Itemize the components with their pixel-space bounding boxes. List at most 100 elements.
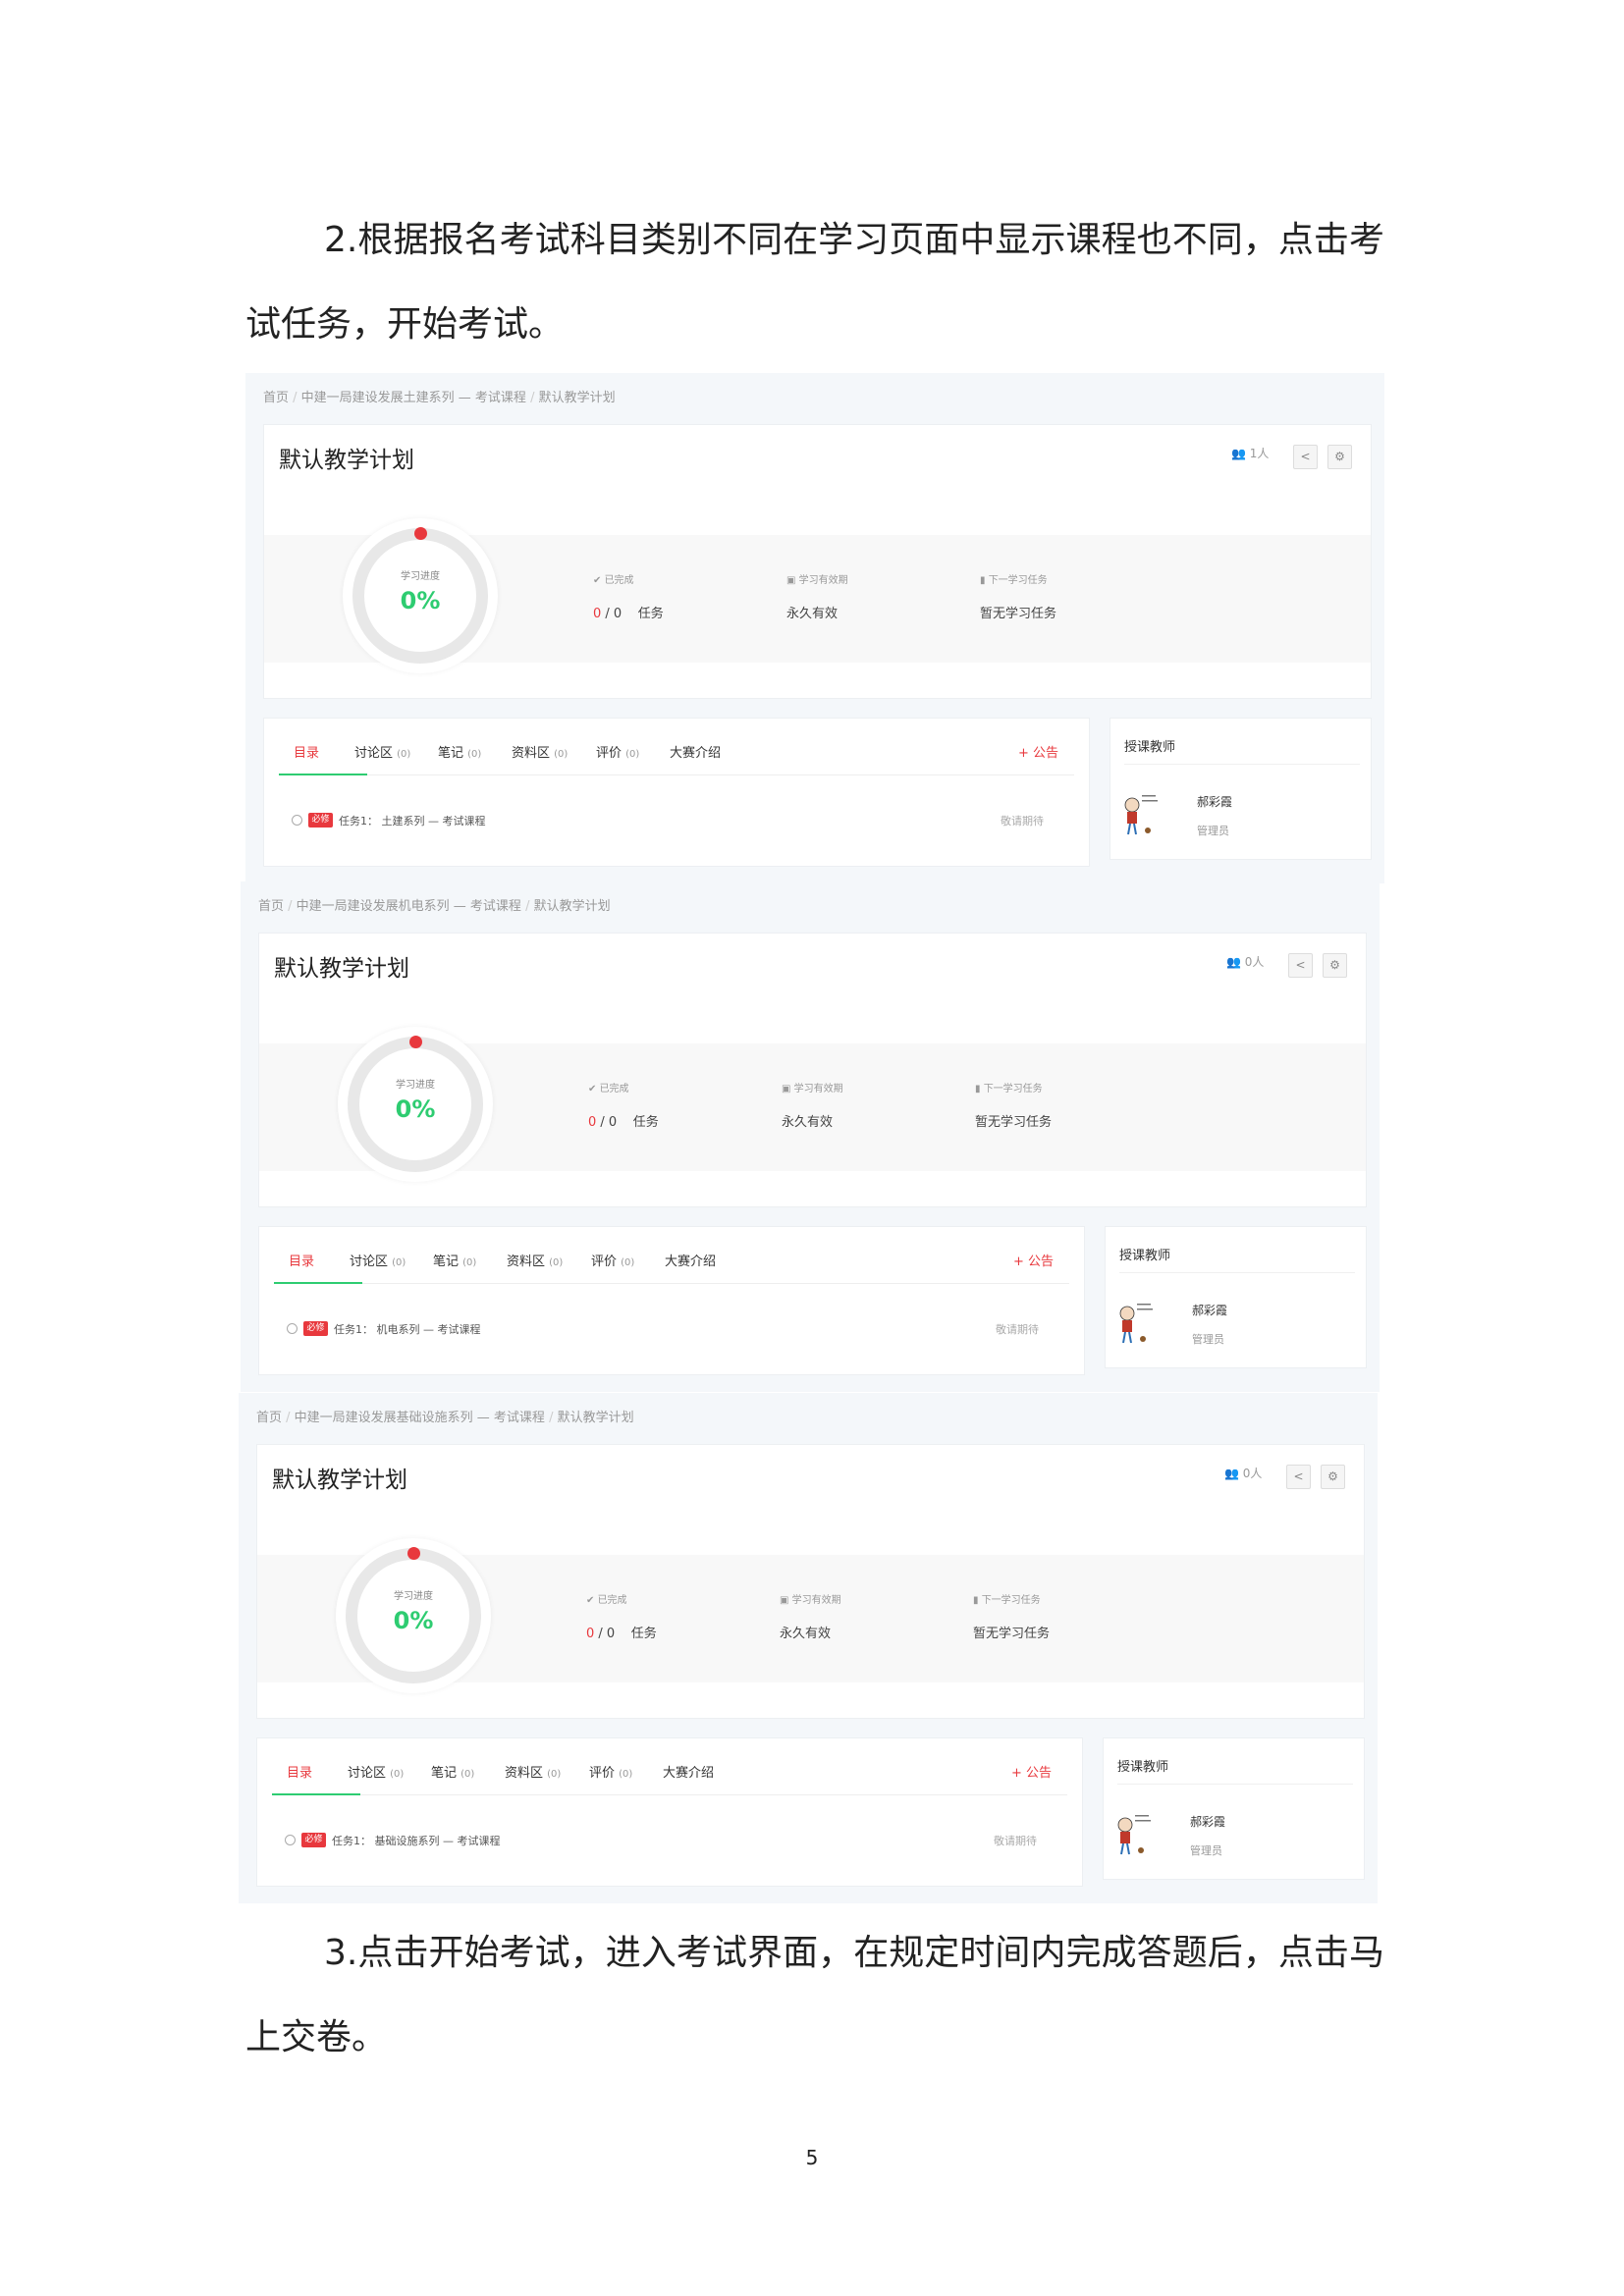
teacher-heading: 授课教师	[1117, 1760, 1169, 1775]
teacher-name[interactable]: 郝彩霞	[1197, 795, 1233, 809]
task-link[interactable]: 任务1： 机电系列 — 考试课程	[334, 1323, 481, 1336]
tab-notes[interactable]: 笔记 (0)	[431, 1766, 475, 1781]
people-icon: 👥	[1224, 1467, 1243, 1480]
teacher-role: 管理员	[1197, 825, 1229, 837]
completed-label: ✔ 已完成	[588, 1084, 629, 1095]
breadcrumb-course[interactable]: 中建一局建设发展土建系列 — 考试课程	[300, 391, 526, 405]
people-icon: 👥	[1231, 447, 1250, 460]
teacher-avatar[interactable]	[1122, 789, 1164, 840]
breadcrumb-plan: 默认教学计划	[557, 1411, 634, 1425]
completed-value: 0 / 0 任务	[593, 607, 664, 621]
teacher-card: 授课教师 郝彩霞 管理员	[1110, 718, 1372, 860]
announcement-button[interactable]: + 公告	[1013, 1255, 1055, 1269]
plan-card: 默认教学计划 👥 0人 < ⚙ 学习进度 0% ✔ 已完成 0 / 0 任务 ▣…	[256, 1444, 1365, 1719]
breadcrumb-course[interactable]: 中建一局建设发展基础设施系列 — 考试课程	[294, 1411, 545, 1425]
tab-reviews[interactable]: 评价 (0)	[596, 746, 640, 761]
breadcrumb-home[interactable]: 首页	[263, 391, 290, 405]
announcement-button[interactable]: + 公告	[1018, 746, 1059, 761]
task-status: 敬请期待	[996, 1323, 1039, 1336]
check-circle-icon: ✔	[588, 1084, 600, 1095]
gear-icon: ⚙	[1327, 1469, 1338, 1483]
validity-value: 永久有效	[786, 607, 839, 621]
breadcrumb-home[interactable]: 首页	[256, 1411, 283, 1425]
breadcrumb: 首页 / 中建一局建设发展机电系列 — 考试课程 / 默认教学计划	[258, 899, 611, 914]
settings-button[interactable]: ⚙	[1327, 445, 1352, 469]
completed-value: 0 / 0 任务	[586, 1627, 657, 1641]
required-badge: 必修	[303, 1321, 328, 1336]
announcement-button[interactable]: + 公告	[1011, 1766, 1053, 1781]
page-number: 5	[805, 2146, 819, 2169]
validity-value: 永久有效	[782, 1115, 834, 1130]
course-screenshot-panel: 首页 / 中建一局建设发展基础设施系列 — 考试课程 / 默认教学计划 默认教学…	[239, 1393, 1378, 1903]
tabs-divider	[274, 1283, 1069, 1284]
plan-title: 默认教学计划	[279, 448, 414, 473]
content-tabs-card: 目录 讨论区 (0) 笔记 (0) 资料区 (0) 评价 (0) 大赛介绍 + …	[263, 718, 1090, 867]
teacher-role: 管理员	[1192, 1333, 1224, 1346]
tab-contest-intro[interactable]: 大赛介绍	[665, 1255, 717, 1269]
paragraph-step-2: 2.根据报名考试科目类别不同在学习页面中显示课程也不同，点击考试任务，开始考试。	[245, 220, 1384, 345]
breadcrumb-home[interactable]: 首页	[258, 899, 285, 914]
tab-reviews[interactable]: 评价 (0)	[591, 1255, 635, 1269]
next-task-value: 暂无学习任务	[975, 1115, 1053, 1130]
tab-materials[interactable]: 资料区 (0)	[505, 1766, 562, 1781]
next-task-label: ▮ 下一学习任务	[975, 1084, 1043, 1095]
progress-ring: 学习进度 0%	[343, 518, 498, 673]
teacher-avatar[interactable]	[1115, 1809, 1157, 1860]
settings-button[interactable]: ⚙	[1323, 953, 1347, 978]
gear-icon: ⚙	[1334, 450, 1345, 463]
tab-discussion[interactable]: 讨论区 (0)	[354, 746, 411, 761]
progress-label: 学习进度	[401, 571, 440, 582]
task-link[interactable]: 任务1： 土建系列 — 考试课程	[339, 815, 486, 828]
members-count: 👥 1人	[1231, 447, 1270, 460]
tab-discussion[interactable]: 讨论区 (0)	[348, 1766, 405, 1781]
tab-contest-intro[interactable]: 大赛介绍	[670, 746, 722, 761]
progress-marker	[409, 1036, 422, 1048]
task-status-circle	[287, 1323, 298, 1334]
tab-contest-intro[interactable]: 大赛介绍	[663, 1766, 715, 1781]
task-link[interactable]: 任务1： 基础设施系列 — 考试课程	[332, 1835, 501, 1847]
progress-value: 0%	[400, 587, 441, 614]
required-badge: 必修	[301, 1833, 326, 1847]
tabs-divider	[279, 774, 1074, 775]
progress-ring: 学习进度 0%	[336, 1538, 491, 1693]
plan-title: 默认教学计划	[274, 956, 409, 982]
check-circle-icon: ✔	[586, 1595, 598, 1606]
course-screenshot-panel: 首页 / 中建一局建设发展机电系列 — 考试课程 / 默认教学计划 默认教学计划…	[241, 881, 1380, 1392]
tab-notes[interactable]: 笔记 (0)	[433, 1255, 477, 1269]
paragraph-step-3: 3.点击开始考试，进入考试界面，在规定时间内完成答题后，点击马上交卷。	[245, 1933, 1384, 2057]
validity-value: 永久有效	[780, 1627, 832, 1641]
task-status: 敬请期待	[994, 1835, 1037, 1847]
tab-catalog[interactable]: 目录	[289, 1255, 315, 1269]
share-button[interactable]: <	[1293, 445, 1318, 469]
progress-label: 学习进度	[396, 1080, 435, 1091]
breadcrumb-plan: 默认教学计划	[533, 899, 611, 914]
teacher-role: 管理员	[1190, 1844, 1222, 1857]
tab-materials[interactable]: 资料区 (0)	[512, 746, 568, 761]
check-circle-icon: ✔	[593, 575, 605, 586]
teacher-avatar[interactable]	[1117, 1298, 1159, 1349]
tab-notes[interactable]: 笔记 (0)	[438, 746, 482, 761]
settings-button[interactable]: ⚙	[1321, 1465, 1345, 1489]
people-icon: 👥	[1226, 955, 1245, 969]
calendar-icon: ▣	[786, 575, 799, 586]
share-button[interactable]: <	[1286, 1465, 1311, 1489]
teacher-name[interactable]: 郝彩霞	[1192, 1304, 1228, 1317]
breadcrumb: 首页 / 中建一局建设发展基础设施系列 — 考试课程 / 默认教学计划	[256, 1411, 634, 1425]
tab-catalog[interactable]: 目录	[287, 1766, 313, 1781]
next-task-value: 暂无学习任务	[973, 1627, 1051, 1641]
breadcrumb-course[interactable]: 中建一局建设发展机电系列 — 考试课程	[296, 899, 521, 914]
tab-discussion[interactable]: 讨论区 (0)	[350, 1255, 406, 1269]
breadcrumb-plan: 默认教学计划	[538, 391, 616, 405]
share-button[interactable]: <	[1288, 953, 1313, 978]
share-icon: <	[1295, 958, 1306, 972]
tab-reviews[interactable]: 评价 (0)	[589, 1766, 633, 1781]
gear-icon: ⚙	[1329, 958, 1340, 972]
active-tab-underline	[279, 774, 367, 775]
required-badge: 必修	[308, 813, 333, 828]
tab-catalog[interactable]: 目录	[294, 746, 320, 761]
tab-materials[interactable]: 资料区 (0)	[507, 1255, 564, 1269]
members-count: 👥 0人	[1226, 955, 1265, 969]
breadcrumb: 首页 / 中建一局建设发展土建系列 — 考试课程 / 默认教学计划	[263, 391, 616, 405]
teacher-card: 授课教师 郝彩霞 管理员	[1103, 1737, 1365, 1880]
teacher-name[interactable]: 郝彩霞	[1190, 1815, 1226, 1829]
